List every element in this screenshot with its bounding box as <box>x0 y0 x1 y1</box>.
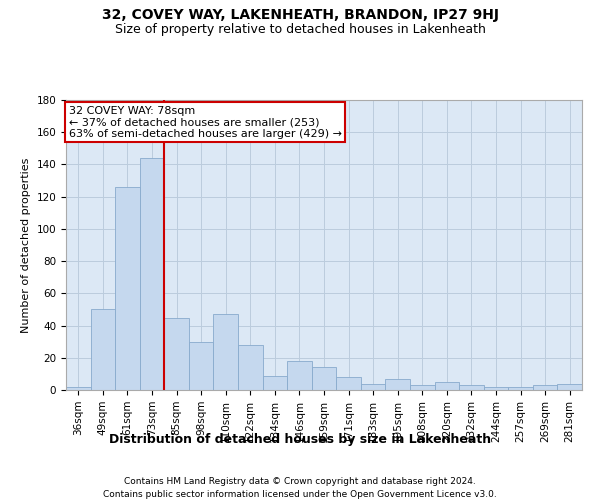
Bar <box>238 345 263 390</box>
Bar <box>140 158 164 390</box>
Bar <box>361 384 385 390</box>
Bar <box>189 342 214 390</box>
Bar <box>312 368 336 390</box>
Bar <box>434 382 459 390</box>
Bar <box>459 385 484 390</box>
Bar <box>115 187 140 390</box>
Bar <box>533 385 557 390</box>
Bar <box>410 385 434 390</box>
Bar <box>287 361 312 390</box>
Text: Contains public sector information licensed under the Open Government Licence v3: Contains public sector information licen… <box>103 490 497 499</box>
Bar <box>263 376 287 390</box>
Bar <box>557 384 582 390</box>
Text: 32, COVEY WAY, LAKENHEATH, BRANDON, IP27 9HJ: 32, COVEY WAY, LAKENHEATH, BRANDON, IP27… <box>101 8 499 22</box>
Text: Contains HM Land Registry data © Crown copyright and database right 2024.: Contains HM Land Registry data © Crown c… <box>124 478 476 486</box>
Bar <box>66 387 91 390</box>
Bar <box>91 310 115 390</box>
Bar <box>484 387 508 390</box>
Bar <box>385 378 410 390</box>
Text: Size of property relative to detached houses in Lakenheath: Size of property relative to detached ho… <box>115 22 485 36</box>
Bar <box>508 387 533 390</box>
Y-axis label: Number of detached properties: Number of detached properties <box>21 158 31 332</box>
Bar <box>336 377 361 390</box>
Bar <box>164 318 189 390</box>
Text: Distribution of detached houses by size in Lakenheath: Distribution of detached houses by size … <box>109 432 491 446</box>
Text: 32 COVEY WAY: 78sqm
← 37% of detached houses are smaller (253)
63% of semi-detac: 32 COVEY WAY: 78sqm ← 37% of detached ho… <box>68 106 341 139</box>
Bar <box>214 314 238 390</box>
